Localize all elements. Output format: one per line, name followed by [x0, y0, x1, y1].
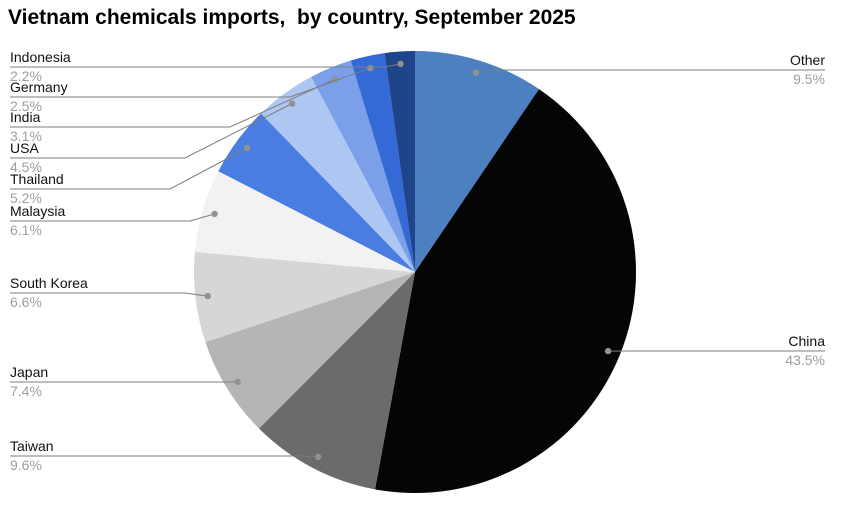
leader-line-thailand: [10, 147, 248, 190]
chart-title: Vietnam chemicals imports, by country, S…: [8, 6, 576, 29]
pie-slice-indonesia[interactable]: [384, 51, 415, 272]
leader-line-indonesia: [10, 63, 401, 68]
leader-line-south-korea: [10, 292, 208, 297]
leader-line-malaysia: [10, 213, 215, 222]
leader-dot-taiwan: [314, 453, 322, 460]
leader-line-germany: [10, 67, 371, 98]
pie-slice-malaysia[interactable]: [194, 171, 415, 272]
leader-dot-thailand: [244, 144, 251, 152]
leader-dot-other: [473, 69, 480, 76]
leader-line-india: [10, 78, 336, 128]
leader-dot-south-korea: [204, 292, 211, 300]
leader-dot-china: [604, 347, 612, 355]
pie-slice-taiwan[interactable]: [258, 272, 415, 490]
pie-slice-other[interactable]: [415, 51, 539, 272]
pie-slice-china[interactable]: [375, 89, 637, 494]
leader-dot-malaysia: [211, 210, 218, 218]
leader-dot-indonesia: [397, 60, 404, 68]
pie-slice-india[interactable]: [311, 60, 415, 272]
pie-slice-japan[interactable]: [205, 272, 415, 429]
pie-slice-usa[interactable]: [260, 76, 415, 272]
pie-slice-south-korea[interactable]: [193, 251, 415, 343]
pie-slice-germany[interactable]: [350, 53, 415, 272]
leader-dot-japan: [234, 378, 241, 386]
leader-line-other: [476, 69, 825, 74]
leader-dot-germany: [367, 65, 374, 72]
leader-dot-usa: [288, 100, 296, 107]
leader-line-usa: [10, 103, 293, 159]
pie-slice-thailand[interactable]: [218, 113, 415, 272]
leader-line-taiwan: [10, 455, 319, 458]
